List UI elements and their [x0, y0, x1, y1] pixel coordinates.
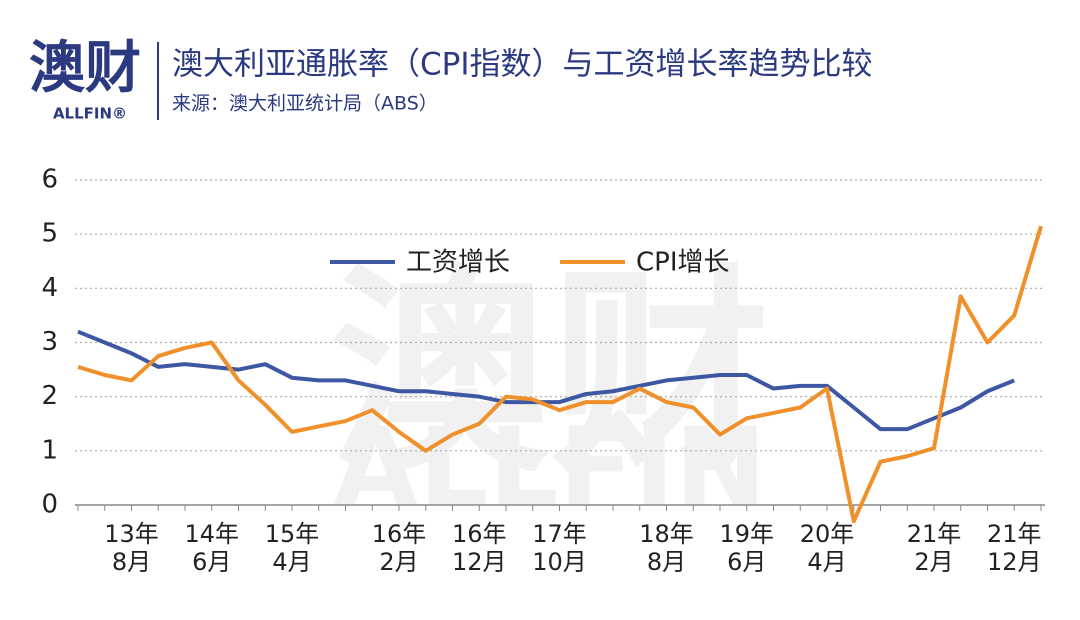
x-tick-month: 4月 — [807, 548, 846, 576]
x-tick-month: 12月 — [452, 548, 507, 576]
x-tick-year: 17年 — [532, 520, 587, 548]
x-tick-year: 16年 — [372, 520, 427, 548]
x-tick-label: 20年 4月 — [800, 520, 855, 576]
y-tick-label: 5 — [41, 219, 58, 249]
chart-title: 澳大利亚通胀率（CPI指数）与工资增长率趋势比较 — [172, 47, 872, 83]
chart-subtitle: 来源：澳大利亚统计局（ABS） — [172, 93, 438, 115]
y-tick-label: 0 — [41, 490, 58, 520]
x-tick-month: 8月 — [112, 548, 151, 576]
x-tick-year: 15年 — [265, 520, 320, 548]
x-tick-label: 18年 8月 — [639, 520, 694, 576]
logo-sub: ALLFIN® — [53, 105, 127, 123]
x-tick-label: 19年 6月 — [719, 520, 774, 576]
x-tick-month: 10月 — [532, 548, 587, 576]
legend-label: 工资增长 — [406, 248, 510, 278]
legend-label: CPI增长 — [636, 248, 730, 278]
series-line — [77, 329, 1016, 432]
y-tick-label: 3 — [41, 327, 58, 357]
y-tick-label: 1 — [41, 435, 58, 465]
y-tick-label: 6 — [41, 165, 58, 195]
x-tick-year: 13年 — [104, 520, 159, 548]
x-tick-label: 17年 10月 — [532, 520, 587, 576]
x-tick-month: 2月 — [379, 548, 418, 576]
x-tick-year: 16年 — [452, 520, 507, 548]
x-tick-month: 2月 — [914, 548, 953, 576]
x-tick-month: 12月 — [987, 548, 1042, 576]
y-tick-label: 2 — [41, 381, 58, 411]
x-tick-year: 18年 — [639, 520, 694, 548]
x-tick-year: 21年 — [907, 520, 962, 548]
x-tick-label: 21年 2月 — [907, 520, 962, 576]
x-tick-year: 20年 — [800, 520, 855, 548]
logo-main: 澳财 — [29, 36, 141, 101]
x-tick-label: 21年 12月 — [987, 520, 1042, 576]
series-line — [77, 225, 1043, 524]
x-tick-month: 8月 — [647, 548, 686, 576]
watermark-sub: ALLFIN — [333, 403, 766, 531]
y-tick-label: 4 — [41, 273, 58, 303]
x-tick-month: 6月 — [192, 548, 231, 576]
x-tick-label: 13年 8月 — [104, 520, 159, 576]
x-tick-month: 4月 — [272, 548, 311, 576]
x-tick-month: 6月 — [727, 548, 766, 576]
x-tick-label: 14年 6月 — [184, 520, 239, 576]
x-tick-year: 19年 — [719, 520, 774, 548]
x-tick-label: 16年 12月 — [452, 520, 507, 576]
x-tick-year: 14年 — [184, 520, 239, 548]
x-tick-label: 16年 2月 — [372, 520, 427, 576]
x-tick-label: 15年 4月 — [265, 520, 320, 576]
x-tick-year: 21年 — [987, 520, 1042, 548]
